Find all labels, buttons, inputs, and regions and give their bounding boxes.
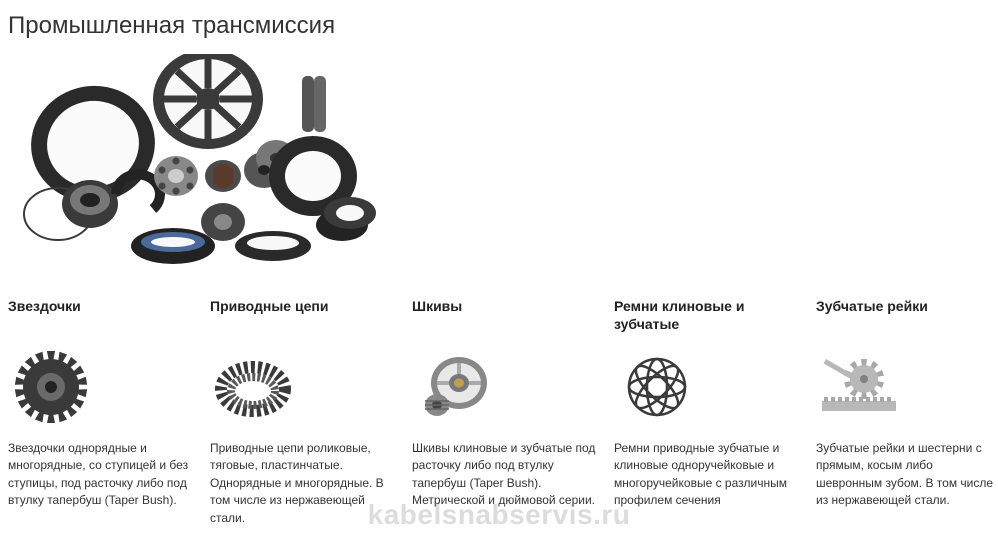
category-desc: Ремни приводные зубчатые и клиновые одно… <box>614 440 798 510</box>
category-gear-racks[interactable]: Зубчатые рейки <box>816 298 998 510</box>
pulley-icon <box>412 344 498 430</box>
gear-rack-icon <box>816 344 902 430</box>
category-title: Зубчатые рейки <box>816 298 998 334</box>
category-title: Приводные цепи <box>210 298 394 334</box>
chain-icon <box>210 344 296 430</box>
category-desc: Шкивы клиновые и зубчатые под расточку л… <box>412 440 596 510</box>
category-chains[interactable]: Приводные цепи Приводные цепи роликовые,… <box>210 298 394 527</box>
categories-grid: Звездочки <box>8 298 990 527</box>
category-sprockets[interactable]: Звездочки <box>8 298 192 510</box>
sprocket-icon <box>8 344 94 430</box>
category-belts[interactable]: Ремни клиновые и зубчатые Ремни приводны… <box>614 298 798 510</box>
category-pulleys[interactable]: Шкивы <box>412 298 596 510</box>
category-title: Шкивы <box>412 298 596 334</box>
page-title: Промышленная трансмиссия <box>8 12 990 40</box>
category-desc: Приводные цепи роликовые, тяговые, пласт… <box>210 440 394 527</box>
category-title: Звездочки <box>8 298 192 334</box>
category-title: Ремни клиновые и зубчатые <box>614 298 798 334</box>
hero-image <box>8 54 388 280</box>
category-desc: Зубчатые рейки и шестерни с прямым, косы… <box>816 440 998 510</box>
category-desc: Звездочки однорядные и многорядные, со с… <box>8 440 192 510</box>
belt-icon <box>614 344 700 430</box>
